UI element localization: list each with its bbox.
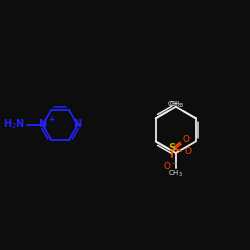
Text: +: + xyxy=(48,115,54,124)
Text: CH$_3$: CH$_3$ xyxy=(168,169,183,179)
Text: O: O xyxy=(184,148,191,156)
Text: O: O xyxy=(182,135,189,144)
Text: N: N xyxy=(74,119,82,129)
Text: CH$_3$: CH$_3$ xyxy=(169,100,184,110)
Text: O$^-$: O$^-$ xyxy=(164,160,178,171)
Text: CH$_3$: CH$_3$ xyxy=(167,100,182,110)
Text: N: N xyxy=(38,119,47,129)
Text: H$_2$N: H$_2$N xyxy=(3,117,26,131)
Text: S: S xyxy=(169,144,176,154)
